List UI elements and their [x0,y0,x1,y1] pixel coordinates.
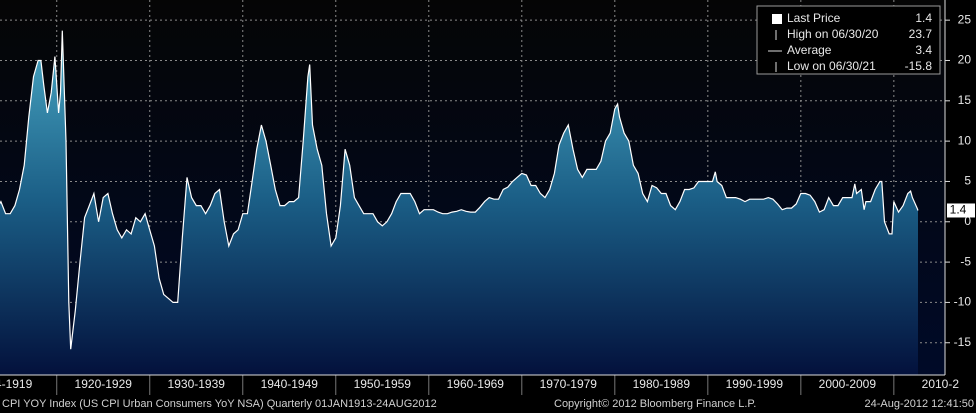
x-tick-label: 2010-2 [922,377,960,391]
legend-label: High on 06/30/20 [787,27,879,41]
legend-swatch [772,14,782,24]
y-tick-label: -15 [954,335,972,349]
legend-label: Last Price [787,11,841,25]
line [0,30,919,350]
y-tick-label: 10 [958,133,972,147]
x-tick-label: 1950-1959 [354,377,412,391]
x-tick-label: 14-1919 [0,377,33,391]
x-tick-label: 1990-1999 [726,377,784,391]
x-tick-label: 1980-1989 [633,377,691,391]
x-tick-label: 1920-1929 [75,377,133,391]
y-tick-label: 20 [958,53,972,67]
y-tick-label: 15 [958,93,972,107]
legend-label: Average [787,43,832,57]
y-tick-label: 5 [964,174,971,188]
legend-value: 23.7 [909,27,933,41]
legend-box [756,5,941,75]
last-price-label: 1.4 [950,203,967,217]
area [0,30,918,375]
x-tick-label: 2000-2009 [819,377,877,391]
y-tick-label: -5 [960,254,971,268]
x-tick-label: 1940-1949 [261,377,319,391]
last-price-tag [947,203,975,218]
legend-label: Low on 06/30/21 [787,59,876,73]
x-tick-label: 1960-1969 [447,377,505,391]
legend-value: 1.4 [915,11,932,25]
y-tick-label: 0 [964,214,971,228]
legend-value: -15.8 [905,59,933,73]
y-tick-label: 25 [958,12,972,26]
footer-left: CPI YOY Index (US CPI Urban Consumers Yo… [2,398,437,410]
x-tick-label: 1970-1979 [540,377,598,391]
footer-right: 24-Aug-2012 12:41:50 [865,398,974,410]
legend-value: 3.4 [915,43,932,57]
y-tick-label: -10 [954,295,972,309]
x-tick-label: 1930-1939 [168,377,226,391]
footer-center: Copyright© 2012 Bloomberg Finance L.P. [554,398,756,410]
